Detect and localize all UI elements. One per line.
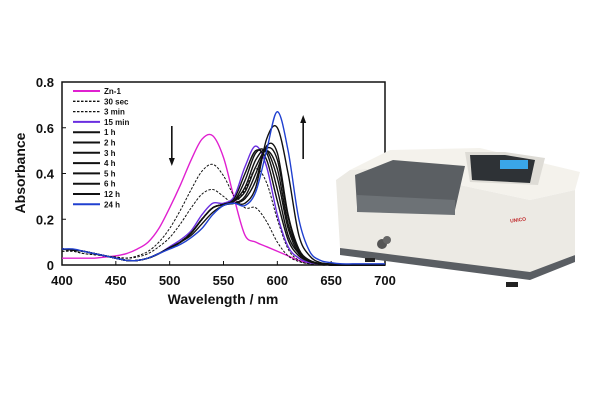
foot <box>506 282 518 287</box>
lcd-display <box>500 160 528 169</box>
x-tick-label: 600 <box>266 273 288 288</box>
foot <box>365 258 375 262</box>
lid-front <box>357 195 455 215</box>
x-tick-label: 500 <box>159 273 181 288</box>
x-tick-label: 650 <box>320 273 342 288</box>
legend-label: Zn-1 <box>104 87 121 96</box>
arrow-down-head-icon <box>168 158 175 166</box>
spectrophotometer-image: UNICO <box>336 148 580 287</box>
arrow-up-head-icon <box>300 115 307 123</box>
series-line-24-h <box>61 111 385 265</box>
y-tick-label: 0.4 <box>36 167 55 182</box>
legend-label: 15 min <box>104 118 129 127</box>
y-axis-label: Absorbance <box>12 132 28 213</box>
y-tick-label: 0.8 <box>36 75 54 90</box>
legend-label: 2 h <box>104 139 116 148</box>
y-tick-label: 0 <box>47 258 54 273</box>
y-tick-label: 0.2 <box>36 212 54 227</box>
legend-label: 4 h <box>104 159 116 168</box>
x-axis-label: Wavelength / nm <box>168 291 279 307</box>
legend-label: 30 sec <box>104 97 129 106</box>
legend-label: 3 min <box>104 108 125 117</box>
x-tick-label: 700 <box>374 273 396 288</box>
x-tick-label: 400 <box>51 273 73 288</box>
x-tick-label: 450 <box>105 273 127 288</box>
legend-label: 1 h <box>104 128 116 137</box>
legend-label: 24 h <box>104 200 120 209</box>
legend-label: 12 h <box>104 190 120 199</box>
brand-logo: UNICO <box>510 216 527 224</box>
y-tick-label: 0.6 <box>36 121 54 136</box>
x-tick-label: 550 <box>213 273 235 288</box>
knob-icon <box>383 236 391 244</box>
legend-label: 3 h <box>104 149 116 158</box>
legend-label: 6 h <box>104 180 116 189</box>
legend-label: 5 h <box>104 169 116 178</box>
